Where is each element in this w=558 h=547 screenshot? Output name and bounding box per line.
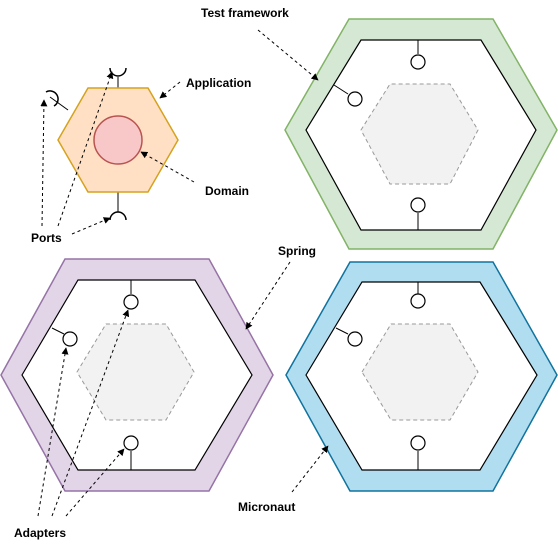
annotation-arrows xyxy=(37,29,329,517)
label-domain: Domain xyxy=(205,184,249,198)
port-icon-bottom xyxy=(109,211,127,221)
arrow-ports-bottom xyxy=(71,217,111,235)
label-test-framework: Test framework xyxy=(201,6,289,20)
spring-hexagon-group xyxy=(0,258,274,492)
test-framework-adapter-top xyxy=(410,54,426,70)
arrow-adapters-top xyxy=(51,309,130,517)
port-icon-top xyxy=(109,67,127,77)
port-stem-left xyxy=(49,96,69,111)
micronaut-adapter-left xyxy=(347,331,363,347)
port-icon-left xyxy=(45,90,59,107)
spring-core-hexagon xyxy=(76,323,195,421)
application-hexagon-group xyxy=(45,67,179,221)
label-application: Application xyxy=(186,76,251,90)
arrow-test-framework xyxy=(257,29,319,81)
micronaut-adapter-top xyxy=(410,293,426,309)
arrow-application xyxy=(159,81,181,99)
test-framework-adapter-bottom xyxy=(410,197,426,213)
spring-adapter-bottom xyxy=(123,435,139,451)
arrow-micronaut xyxy=(291,445,329,493)
arrow-ports-left xyxy=(40,99,48,227)
label-adapters: Adapters xyxy=(14,526,66,540)
arrow-adapters-left xyxy=(37,347,69,517)
domain-circle xyxy=(93,115,143,165)
label-ports: Ports xyxy=(31,231,62,245)
spring-adapter-top xyxy=(123,294,139,310)
label-micronaut: Micronaut xyxy=(238,500,295,514)
label-spring: Spring xyxy=(278,244,316,258)
arrow-spring xyxy=(245,261,291,330)
arrow-domain xyxy=(140,151,195,183)
arrow-adapters-bottom xyxy=(65,448,125,517)
test-framework-hexagon-group xyxy=(284,18,558,250)
test-framework-core-hexagon xyxy=(360,83,479,185)
test-framework-adapter-left xyxy=(347,91,363,107)
spring-adapter-left xyxy=(62,331,78,347)
micronaut-hexagon-group xyxy=(285,261,558,492)
micronaut-core-hexagon xyxy=(361,323,479,421)
micronaut-adapter-bottom xyxy=(410,435,426,451)
